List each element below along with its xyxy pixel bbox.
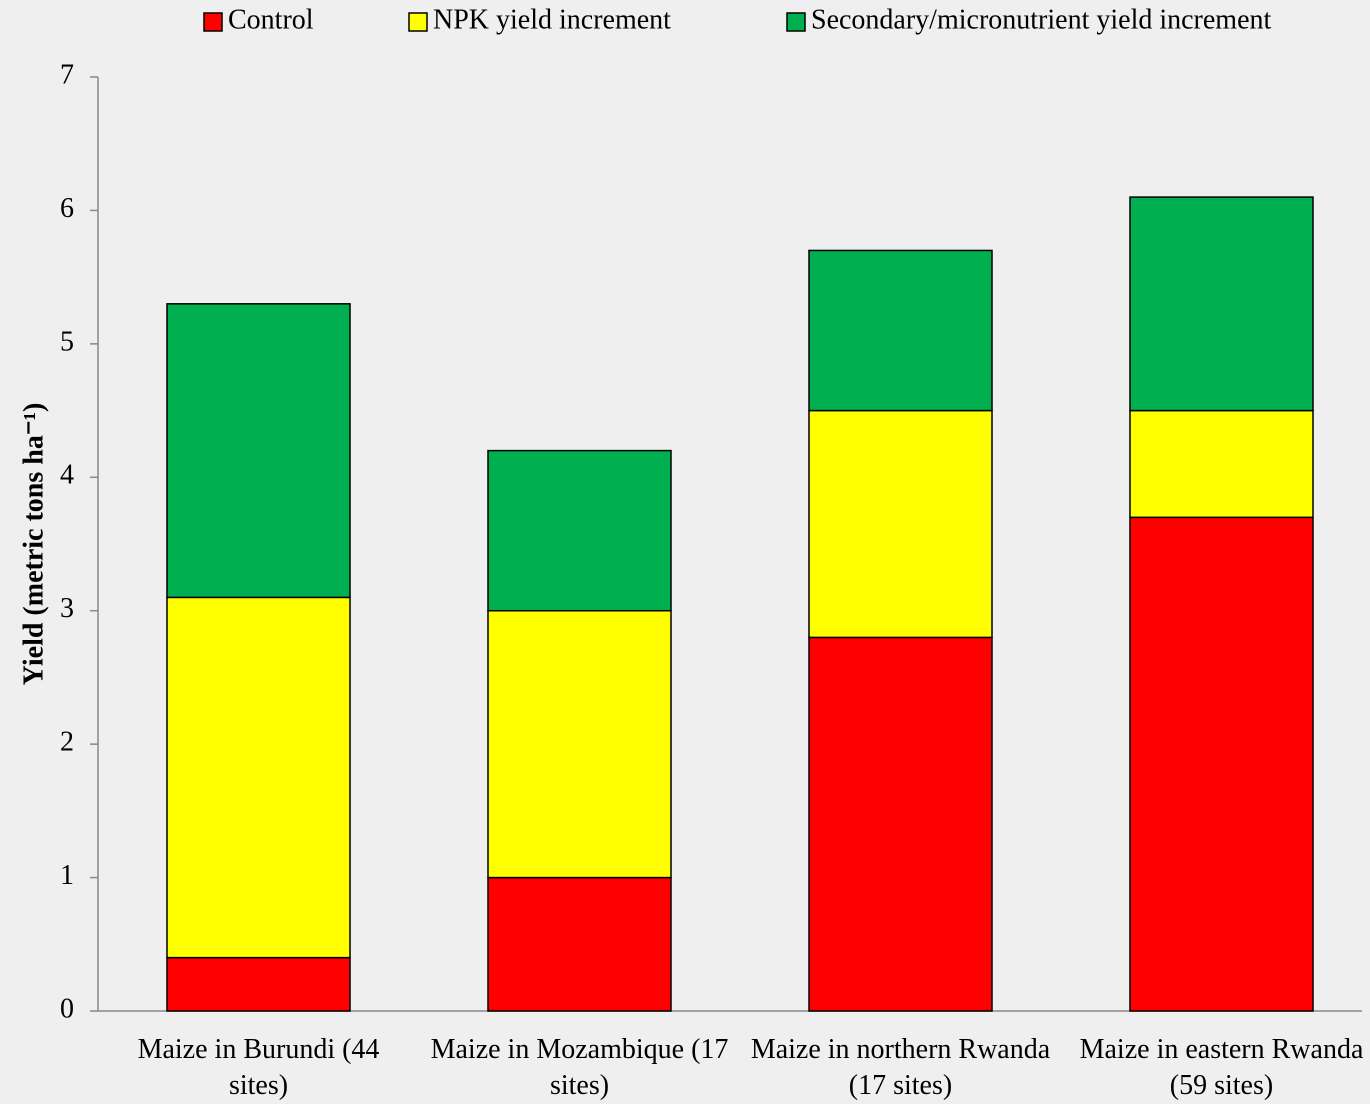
bar-segment bbox=[1129, 516, 1314, 1012]
bar-segment bbox=[808, 636, 993, 1012]
legend-swatch bbox=[408, 12, 428, 32]
y-tick-label: 1 bbox=[60, 860, 74, 891]
bar-segment bbox=[166, 956, 351, 1012]
y-tick-label: 0 bbox=[60, 993, 74, 1024]
y-tick-label: 7 bbox=[60, 59, 74, 90]
bar-segment bbox=[487, 609, 672, 879]
legend-label: Secondary/micronutrient yield increment bbox=[811, 4, 1272, 35]
bar-segment bbox=[487, 449, 672, 612]
y-tick-label: 6 bbox=[60, 193, 74, 224]
bar-segment bbox=[1129, 409, 1314, 519]
legend-label: Control bbox=[228, 4, 314, 35]
legend-swatch bbox=[203, 12, 223, 32]
legend-swatch bbox=[786, 12, 806, 32]
y-axis-label: Yield (metric tons ha⁻¹) bbox=[18, 403, 49, 686]
x-tick-label: Maize in eastern Rwanda (59 sites) bbox=[1079, 1034, 1364, 1101]
y-tick-label: 2 bbox=[60, 727, 74, 758]
legend-label: NPK yield increment bbox=[433, 4, 671, 35]
y-tick-label: 4 bbox=[60, 460, 74, 491]
x-tick-label: Maize in northern Rwanda (17 sites) bbox=[750, 1034, 1051, 1101]
x-tick-label: Maize in Burundi (44 sites) bbox=[137, 1034, 380, 1101]
bar-segment bbox=[808, 249, 993, 412]
y-tick-label: 3 bbox=[60, 593, 74, 624]
bar-segment bbox=[808, 409, 993, 639]
bar-segment bbox=[166, 303, 351, 599]
x-tick-label: Maize in Mozambique (17 sites) bbox=[430, 1034, 729, 1101]
bar-segment bbox=[487, 876, 672, 1012]
bar-segment bbox=[166, 596, 351, 959]
y-tick-label: 5 bbox=[60, 326, 74, 357]
bar-segment bbox=[1129, 196, 1314, 412]
